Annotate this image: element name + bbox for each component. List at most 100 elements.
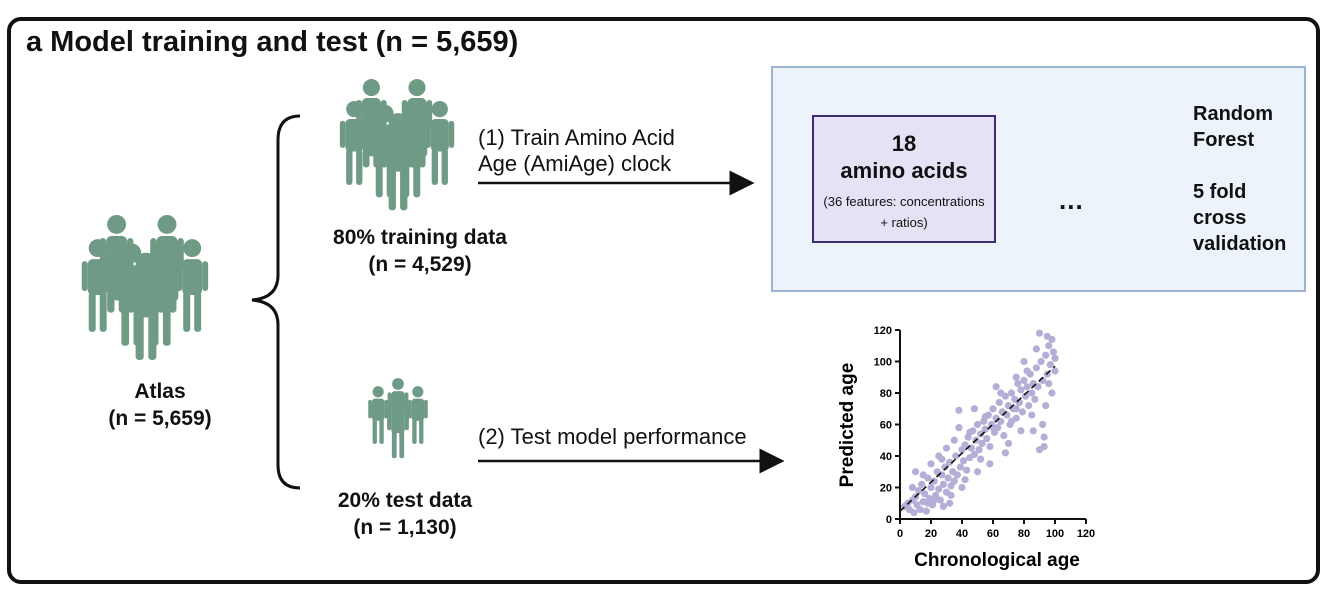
test-count: (n = 1,130) [353,516,457,539]
scatter-point [953,471,961,479]
step1-line1: (1) Train Amino Acid [478,125,675,150]
scatter-point [955,406,963,414]
amino-acid-note-line1: (36 features: concentrations [823,194,985,209]
scatter-point [981,425,989,433]
scatter-point [956,463,965,471]
scatter-point [939,502,948,510]
scatter-point [1032,364,1040,372]
scatter-point [1001,449,1010,457]
test-label: 20% test data (n = 1,130) [300,487,510,541]
scatter-point [1045,342,1053,350]
training-title: 80% training data [333,226,507,249]
figure-frame [7,17,1320,584]
scatter-point [1040,433,1048,441]
scatter-point [930,496,938,504]
y-tick-label: 20 [880,483,892,495]
atlas-title: Atlas [134,380,186,403]
scatter-point [950,436,958,444]
x-tick-label: 40 [956,528,968,540]
scatter-point [944,474,952,482]
scatter-point [986,442,994,451]
scatter-point [997,389,1005,397]
scatter-point [1008,389,1016,397]
scatter-point [955,424,963,432]
x-tick-label: 20 [925,528,937,540]
trend-line [899,365,1056,512]
scatter-point [938,455,946,463]
scatter-point [1043,332,1051,340]
scatter-point [1037,357,1045,366]
scatter-point [946,458,954,466]
scatter-point [1029,427,1037,435]
scatter-point [908,483,917,492]
scatter-point [1046,361,1054,369]
scatter-point [930,477,938,485]
scatter-point [946,499,954,507]
scatter-point [1049,348,1058,356]
scatter-point [989,405,997,413]
scatter-point [1018,408,1027,416]
scatter-point [952,452,960,460]
scatter-point [1042,351,1050,359]
scatter-point [963,466,971,474]
scatter-point [992,383,1000,391]
scatter-point [1035,329,1044,337]
amino-acid-note-line2: + ratios) [880,215,928,230]
scatter-point [1020,357,1028,366]
scatter-point [922,507,930,515]
fold-ellipsis: ... [1059,185,1084,215]
scatter-point [958,483,966,492]
atlas-count: (n = 5,659) [108,407,212,430]
y-axis-label: Predicted age [837,363,858,488]
amino-acid-name: amino acids [840,158,968,183]
scatter-point [1017,427,1025,435]
scatter-point [1028,411,1036,419]
method-cv-label: 5 fold cross validation [1193,181,1287,255]
scatter-point [915,487,923,495]
scatter-point [1023,383,1031,391]
x-tick-label: 0 [897,528,903,540]
training-count: (n = 4,529) [368,253,472,276]
x-axis-label: Chronological age [914,550,1080,571]
step1-label: (1) Train Amino Acid Age (AmiAge) clock [478,125,675,177]
scatter-point [1051,367,1059,375]
step1-line2: Age (AmiAge) clock [478,151,672,176]
scatter-point [1012,373,1020,381]
scatter-point [970,450,979,459]
scatter-point [1025,402,1033,410]
scatter-point [961,476,969,484]
scatter-point [978,439,986,447]
scatter-point [911,468,920,476]
scatter-point [1023,367,1031,375]
x-tick-label: 80 [1018,528,1030,540]
atlas-label: Atlas (n = 5,659) [80,378,240,432]
scatter-point [959,457,968,465]
method-model-label: Random Forest [1193,103,1273,151]
amino-acid-note: (36 features: concentrations + ratios) [814,191,994,233]
scatter-point [1020,376,1028,384]
scatter-point [1014,379,1022,388]
test-title: 20% test data [337,489,473,512]
scatter-point [1028,389,1036,397]
scatter-point [947,491,955,499]
scatter-point [970,405,979,413]
scatter-point [1032,345,1040,353]
x-tick-label: 60 [987,528,999,540]
scatter-point [986,460,994,468]
scatter-point [1051,354,1059,362]
scatter-point [995,398,1003,407]
scatter-point [935,485,943,493]
scatter-point [1000,431,1008,440]
scatter-point [924,499,932,507]
scatter-point [1039,420,1047,429]
scatter-point [1031,395,1039,403]
scatter-point [973,468,982,476]
step2-label: (2) Test model performance [478,424,747,449]
x-tick-label: 100 [1046,528,1064,540]
scatter-point [1017,386,1025,394]
scatter-point [975,446,983,454]
scatter-point [942,444,951,452]
scatter-point [981,413,989,421]
scatter-point [966,428,974,436]
split-bracket [251,114,301,490]
